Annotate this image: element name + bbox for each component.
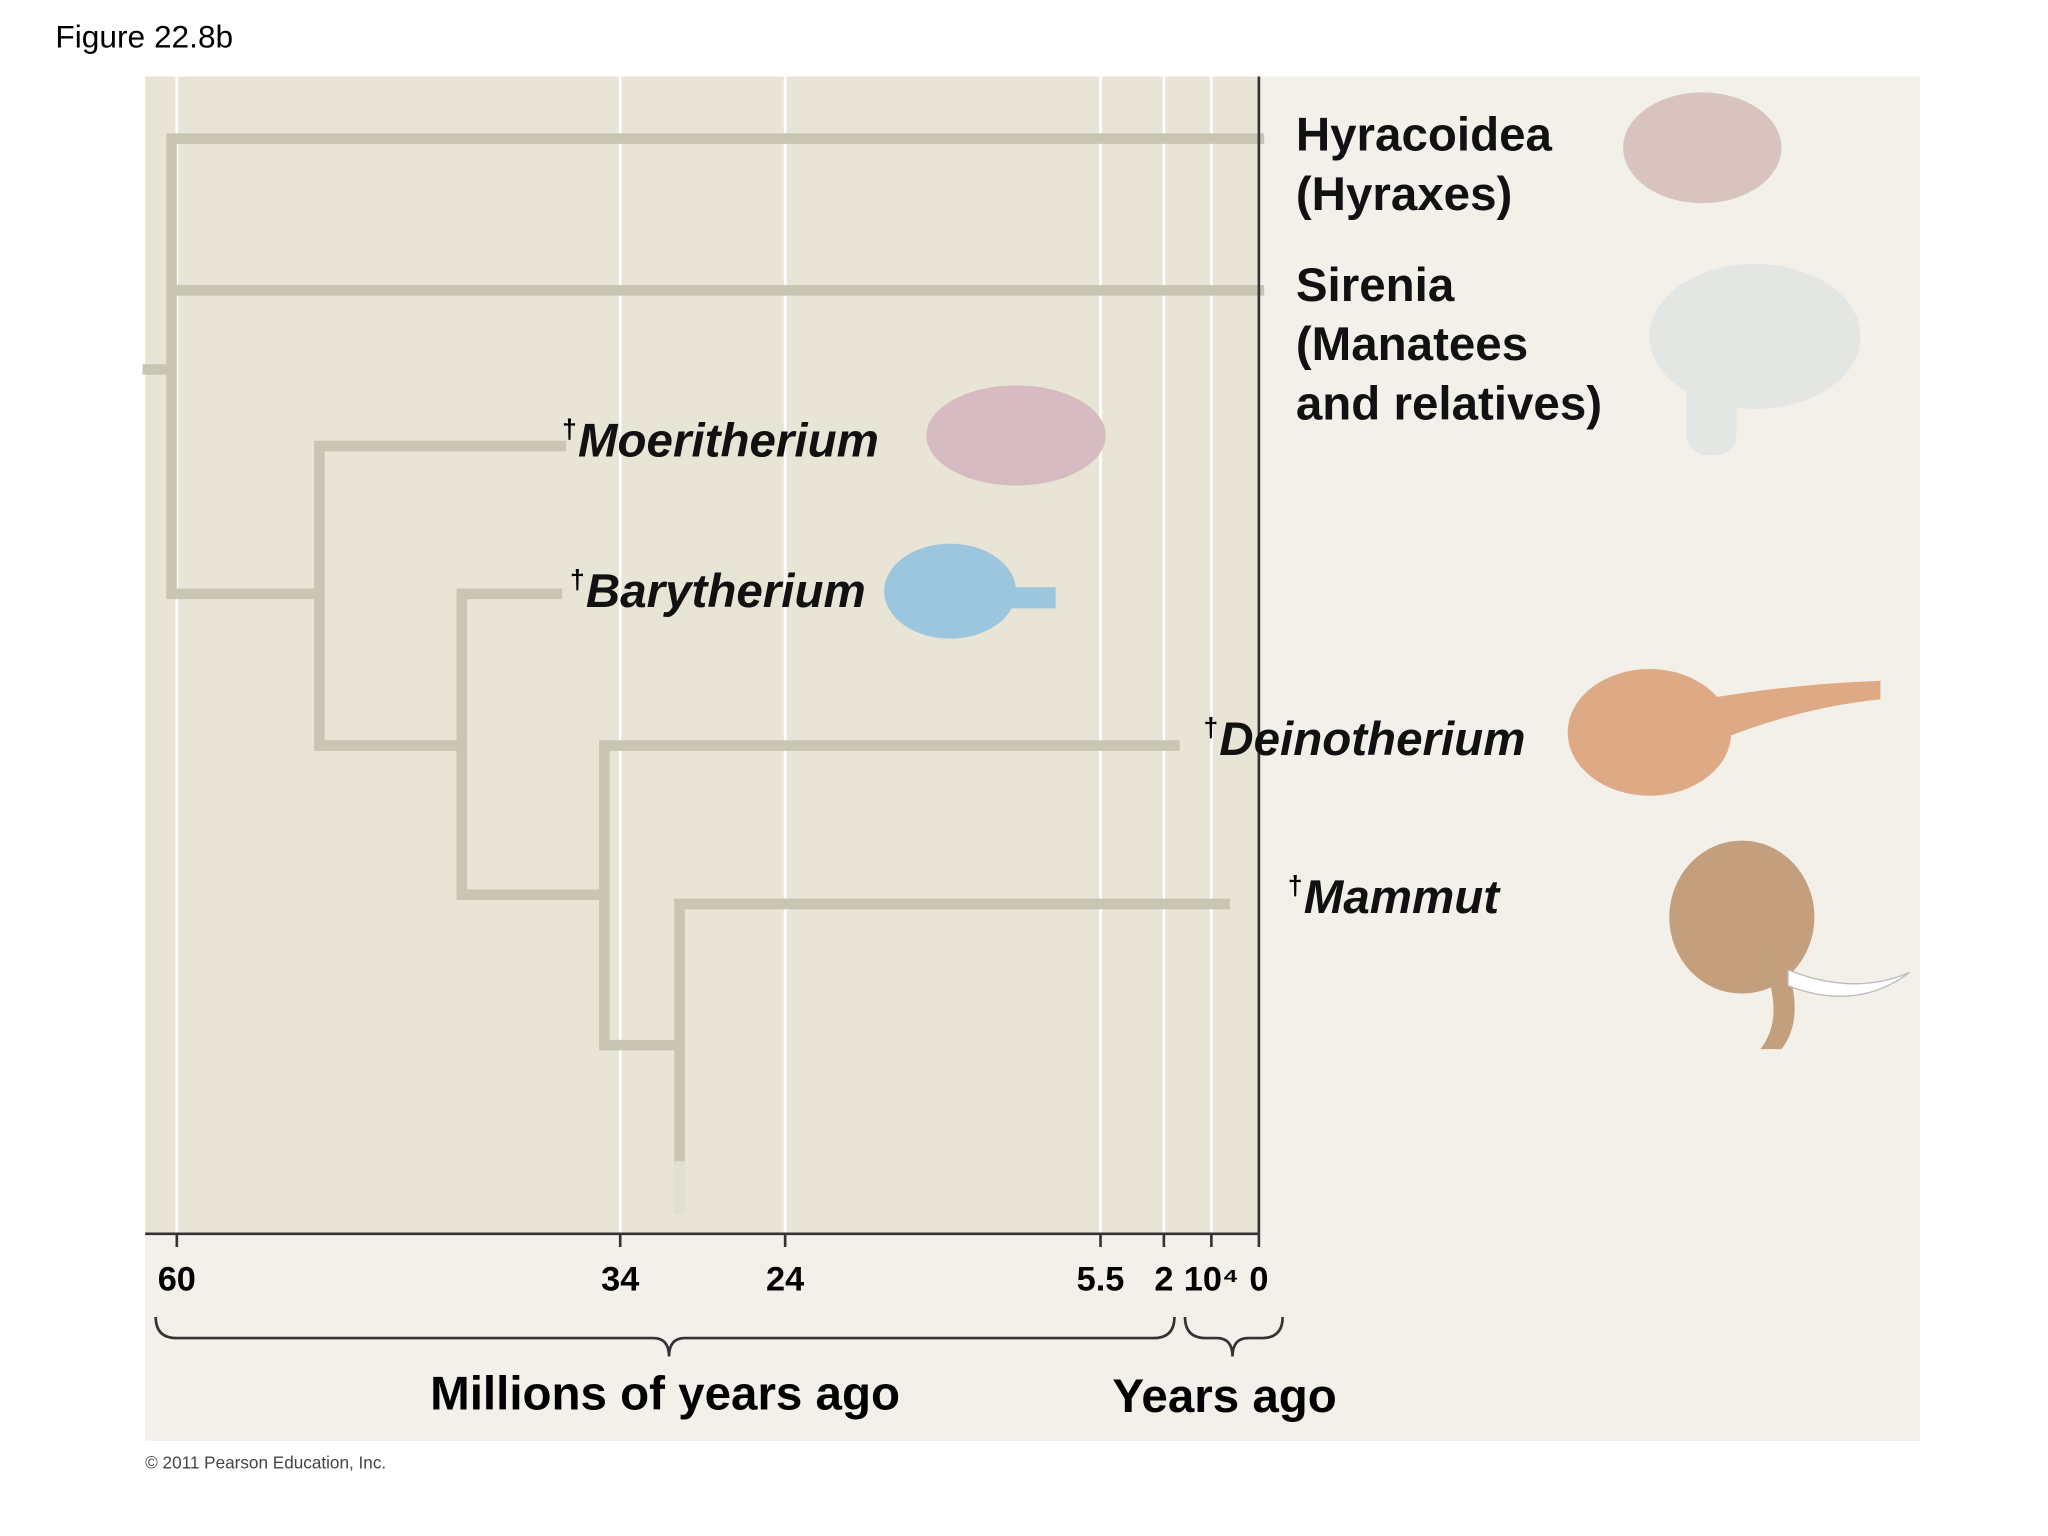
tick-label: 2	[1154, 1261, 1173, 1299]
extinct-marker: †	[1288, 871, 1303, 901]
tick-label: 10⁴	[1184, 1261, 1239, 1299]
figure-label: Figure 22.8b	[55, 19, 233, 55]
copyright: © 2011 Pearson Education, Inc.	[145, 1453, 386, 1473]
axis-label: Millions of years ago	[430, 1367, 900, 1420]
taxon-label: Hyracoidea	[1296, 108, 1553, 161]
manatee-icon	[1649, 263, 1861, 410]
moeritherium-icon	[926, 385, 1106, 486]
hyrax-icon	[1623, 92, 1782, 204]
tick-label: 5.5	[1077, 1261, 1125, 1299]
time-panel	[145, 76, 1259, 1234]
taxon-label: Moeritherium	[578, 415, 879, 468]
taxon-label: Sirenia	[1296, 259, 1455, 312]
extinct-marker: †	[570, 565, 585, 595]
deinotherium-trunk	[1702, 680, 1881, 739]
tick-label: 34	[601, 1261, 639, 1299]
taxon-label: Deinotherium	[1219, 713, 1525, 766]
manatee-flipper	[1686, 369, 1737, 456]
illustrations	[884, 92, 1910, 1050]
tick-label: 60	[158, 1261, 196, 1299]
branches	[142, 133, 1265, 1167]
taxon-label: and relatives)	[1296, 378, 1602, 431]
deinotherium-icon	[1567, 669, 1732, 796]
brace	[154, 1316, 1176, 1357]
tick-label: 0	[1249, 1261, 1268, 1299]
tree	[142, 133, 1265, 1215]
taxon-label: (Manatees	[1296, 318, 1528, 371]
tick-label: 24	[766, 1261, 804, 1299]
mammut-icon	[1669, 840, 1815, 994]
axis-label: Years ago	[1112, 1370, 1336, 1423]
barytherium-trunk	[1002, 587, 1056, 609]
extinct-marker: †	[1203, 712, 1218, 742]
taxon-label: (Hyraxes)	[1296, 168, 1513, 221]
barytherium-icon	[884, 543, 1017, 639]
taxon-label: Barytherium	[586, 565, 866, 618]
mammut-tusk	[1787, 968, 1910, 997]
brace	[1183, 1316, 1284, 1357]
extinct-marker: †	[562, 414, 577, 444]
taxon-label: Mammut	[1304, 871, 1501, 924]
mammut-trunk	[1760, 950, 1795, 1050]
